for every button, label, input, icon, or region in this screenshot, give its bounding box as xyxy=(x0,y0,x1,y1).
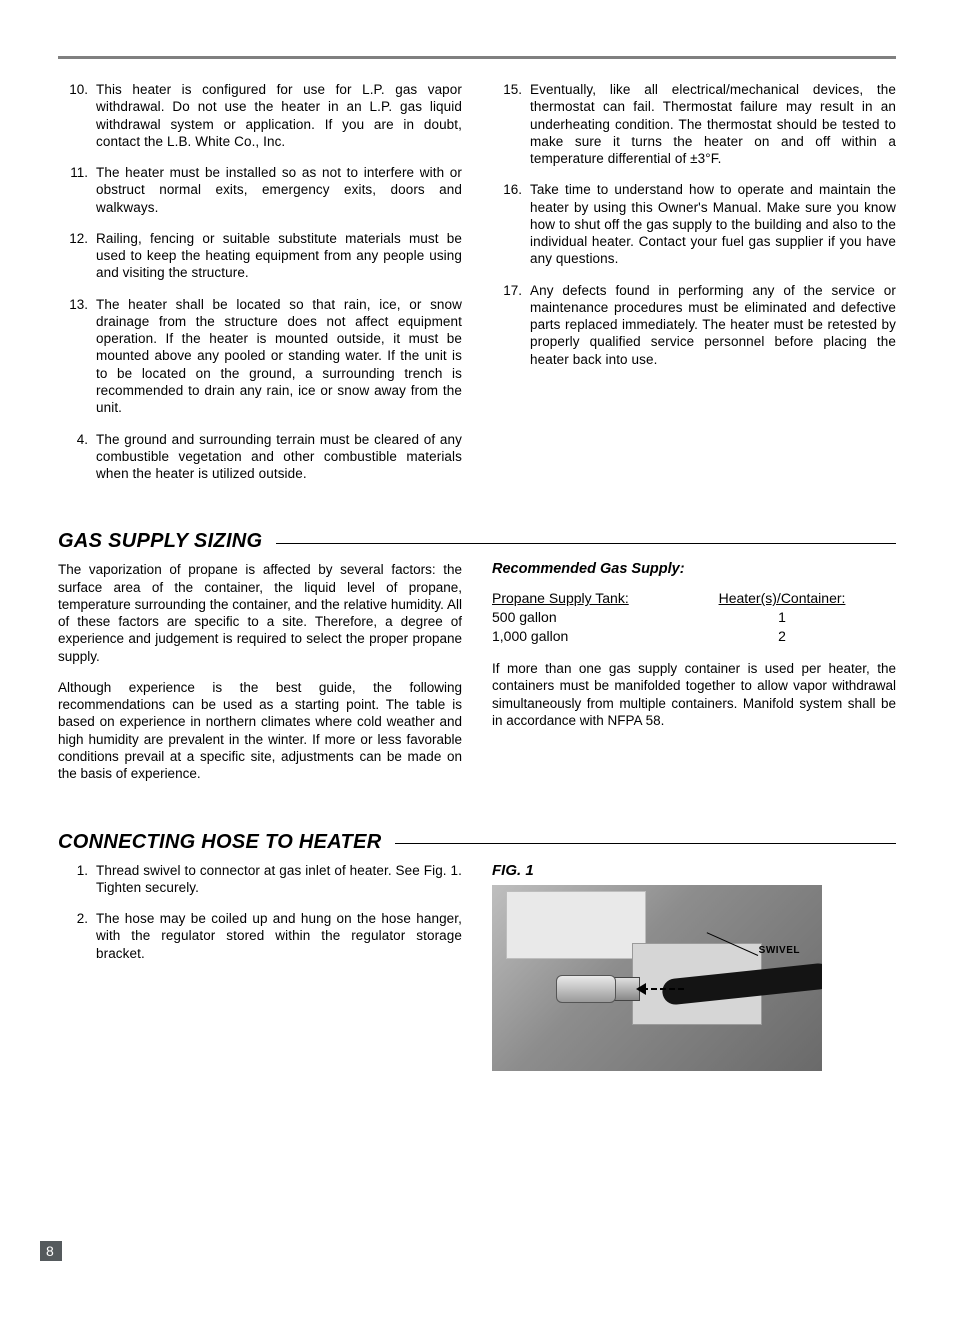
hose-item: 2.The hose may be coiled up and hung on … xyxy=(58,910,462,962)
supply-table: Propane Supply Tank: Heater(s)/Container… xyxy=(492,589,896,646)
gas-col-right: Recommended Gas Supply: Propane Supply T… xyxy=(492,561,896,796)
safety-left-item-number: 4. xyxy=(58,431,96,483)
safety-left-item-text: The heater shall be located so that rain… xyxy=(96,296,462,417)
safety-col-left: 10.This heater is configured for use for… xyxy=(58,81,462,496)
hose-col-left: 1.Thread swivel to connector at gas inle… xyxy=(58,862,462,1071)
hose-item: 1.Thread swivel to connector at gas inle… xyxy=(58,862,462,897)
safety-col-right: 15.Eventually, like all electrical/mecha… xyxy=(492,81,896,496)
hose-heading-row: CONNECTING HOSE TO HEATER xyxy=(58,831,896,854)
hose-columns: 1.Thread swivel to connector at gas inle… xyxy=(58,862,896,1071)
fig1-image: SWIVEL xyxy=(492,885,822,1071)
gas-heading-rule xyxy=(276,543,896,544)
gas-heading: GAS SUPPLY SIZING xyxy=(58,530,262,553)
fig1-label: FIG. 1 xyxy=(492,862,896,879)
supply-th-tank: Propane Supply Tank: xyxy=(492,589,692,608)
safety-right-item: 15.Eventually, like all electrical/mecha… xyxy=(492,81,896,167)
supply-cell-heaters: 1 xyxy=(692,608,872,627)
safety-list-right: 15.Eventually, like all electrical/mecha… xyxy=(492,81,896,368)
safety-left-item-text: Railing, fencing or suitable substitute … xyxy=(96,230,462,282)
safety-right-item-number: 15. xyxy=(492,81,530,167)
safety-right-item-text: Eventually, like all electrical/mechanic… xyxy=(530,81,896,167)
safety-right-item-number: 16. xyxy=(492,181,530,267)
safety-left-item-text: This heater is configured for use for L.… xyxy=(96,81,462,150)
safety-columns: 10.This heater is configured for use for… xyxy=(58,81,896,496)
hose-heading-rule xyxy=(395,843,896,844)
supply-cell-heaters: 2 xyxy=(692,627,872,646)
hose-col-right: FIG. 1 SWIVEL xyxy=(492,862,896,1071)
safety-left-item: 11.The heater must be installed so as no… xyxy=(58,164,462,216)
safety-left-item: 4.The ground and surrounding terrain mus… xyxy=(58,431,462,483)
hose-item-number: 1. xyxy=(58,862,96,897)
hose-item-text: The hose may be coiled up and hung on th… xyxy=(96,910,462,962)
gas-p2: Although experience is the best guide, t… xyxy=(58,679,462,783)
gas-col-left: The vaporization of propane is affected … xyxy=(58,561,462,796)
safety-left-item-number: 10. xyxy=(58,81,96,150)
gas-columns: The vaporization of propane is affected … xyxy=(58,561,896,796)
safety-left-item: 12.Railing, fencing or suitable substitu… xyxy=(58,230,462,282)
safety-list-left: 10.This heater is configured for use for… xyxy=(58,81,462,482)
page-content: 10.This heater is configured for use for… xyxy=(58,81,896,1071)
safety-left-item: 10.This heater is configured for use for… xyxy=(58,81,462,150)
gas-rec-head: Recommended Gas Supply: xyxy=(492,561,896,577)
hose-item-text: Thread swivel to connector at gas inlet … xyxy=(96,862,462,897)
safety-left-item-number: 12. xyxy=(58,230,96,282)
safety-right-item-text: Take time to understand how to operate a… xyxy=(530,181,896,267)
page-number-wrap: 8 xyxy=(40,1241,954,1261)
safety-left-item-number: 11. xyxy=(58,164,96,216)
gas-p3: If more than one gas supply container is… xyxy=(492,660,896,729)
gas-heading-row: GAS SUPPLY SIZING xyxy=(58,530,896,553)
supply-th-heaters: Heater(s)/Container: xyxy=(692,589,872,608)
supply-row: 1,000 gallon2 xyxy=(492,627,896,646)
safety-right-item-text: Any defects found in performing any of t… xyxy=(530,282,896,368)
supply-cell-tank: 1,000 gallon xyxy=(492,627,692,646)
top-divider xyxy=(58,56,896,59)
safety-left-item: 13.The heater shall be located so that r… xyxy=(58,296,462,417)
page-number: 8 xyxy=(40,1241,62,1261)
hose-list: 1.Thread swivel to connector at gas inle… xyxy=(58,862,462,962)
supply-cell-tank: 500 gallon xyxy=(492,608,692,627)
supply-row: 500 gallon1 xyxy=(492,608,896,627)
gas-p1: The vaporization of propane is affected … xyxy=(58,561,462,665)
hose-heading: CONNECTING HOSE TO HEATER xyxy=(58,831,381,854)
safety-right-item: 17.Any defects found in performing any o… xyxy=(492,282,896,368)
safety-left-item-text: The ground and surrounding terrain must … xyxy=(96,431,462,483)
safety-left-item-text: The heater must be installed so as not t… xyxy=(96,164,462,216)
fig1-callout: SWIVEL xyxy=(759,945,800,956)
hose-item-number: 2. xyxy=(58,910,96,962)
safety-right-item-number: 17. xyxy=(492,282,530,368)
safety-left-item-number: 13. xyxy=(58,296,96,417)
safety-right-item: 16.Take time to understand how to operat… xyxy=(492,181,896,267)
